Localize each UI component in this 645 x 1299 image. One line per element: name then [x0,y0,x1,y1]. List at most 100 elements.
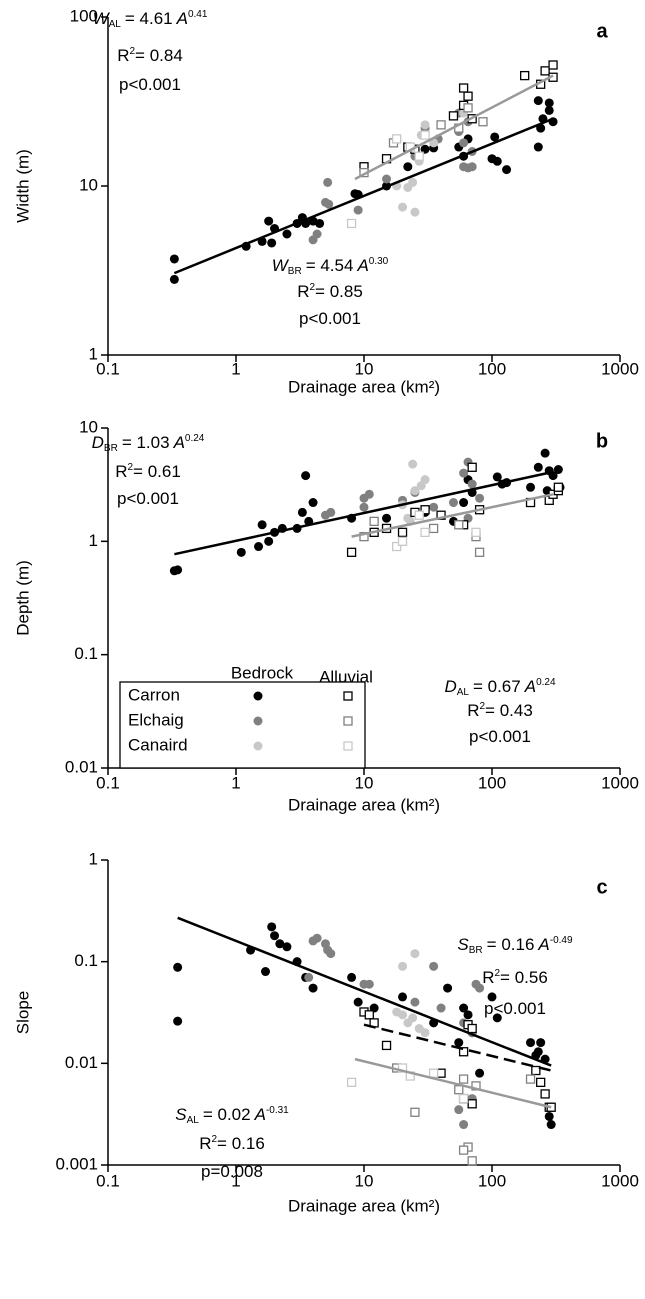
point [315,218,325,228]
point [463,91,473,101]
point [382,513,392,523]
point [467,1023,477,1034]
panel-label: b [596,430,608,452]
point [454,1105,464,1115]
annotation-part: 2 [211,1134,217,1145]
point [369,516,379,527]
point [454,1038,464,1048]
fit-line [177,916,552,1067]
x-tick-label: 1 [231,773,240,792]
point [458,1093,469,1104]
annotation-part: A [524,677,536,696]
annotation-part: p<0.001 [484,999,546,1018]
point [533,462,543,472]
panel-label: a [596,20,608,42]
point [359,502,369,512]
point [548,60,558,70]
annotation-part: = 0.56 [500,968,548,987]
x-tick-label: 0.1 [96,1171,120,1190]
panel-label: c [596,876,607,898]
point [458,1145,469,1155]
point [392,134,402,144]
x-tick-label: 10 [355,773,374,792]
annotation: DAL = 0.67 A0.24 [444,677,556,698]
annotation: p<0.001 [117,489,179,508]
point [410,486,420,496]
annotation: p<0.001 [484,999,546,1018]
point [420,505,430,515]
point [381,1040,392,1051]
x-tick-label: 0.1 [96,359,120,378]
annotation-part: p<0.001 [117,489,179,508]
point [420,120,430,130]
point [308,498,318,508]
point [458,1074,469,1084]
legend-marker [343,741,353,751]
point [463,103,473,113]
y-tick-label: 1 [89,849,98,868]
annotation-part: D [92,433,104,452]
annotation-part: R [482,968,494,987]
point [525,1074,536,1084]
annotation: WBR = 4.54 A0.30 [272,256,389,277]
point [443,983,453,993]
x-tick-label: 1000 [601,1171,639,1190]
annotation-part: BR [104,443,118,454]
point [478,117,488,127]
point [308,983,318,993]
annotation-part: 0.24 [185,433,205,444]
point [548,117,558,127]
point [257,520,267,530]
point [264,216,274,226]
point [301,471,311,481]
point [397,527,408,538]
point [347,972,357,982]
legend-header: Alluvial [319,667,373,686]
point [270,931,280,941]
point [364,1010,374,1020]
point [169,274,179,284]
point [324,199,334,209]
legend-marker [253,741,263,751]
point [436,510,446,520]
point [520,70,530,81]
x-axis-label: Drainage area (km²) [288,1196,440,1215]
annotation-part: 2 [129,46,135,57]
point [282,229,292,239]
point [173,962,183,972]
annotation-part: 0.24 [536,677,556,688]
point [346,547,357,557]
point [392,541,402,552]
y-tick-label: 100 [70,6,98,25]
annotation-part: W [93,9,111,28]
point [459,1003,469,1013]
annotation: R2= 0.84 [117,46,183,66]
annotation-part: A [356,256,368,275]
point [475,493,485,503]
point [410,1107,420,1117]
point [282,942,292,952]
x-tick-label: 1000 [601,359,639,378]
annotation-part: BR [469,945,483,956]
point [403,162,413,172]
fit-line [354,74,554,181]
series [359,1007,556,1112]
point [326,949,336,959]
annotation-part: A [176,9,188,28]
point [492,156,502,166]
point [398,202,408,212]
point [454,1085,464,1095]
point [398,961,408,971]
legend-header: Bedrock [231,663,294,682]
legend-marker [253,716,263,726]
point [467,1099,477,1109]
series [304,933,485,1130]
legend-marker [253,691,263,701]
point [169,254,179,264]
annotation-part: BR [288,266,302,277]
y-tick-label: 1 [89,344,98,363]
point [492,472,502,482]
legend-label: Carron [128,685,180,704]
